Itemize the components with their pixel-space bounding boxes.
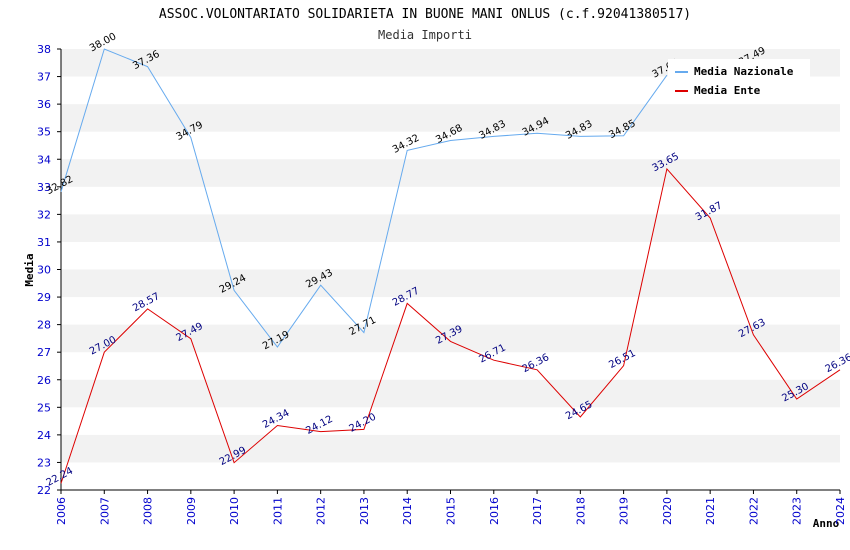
grid-band [61,434,840,463]
x-tick-label: 2011 [271,497,284,525]
y-tick-label: 36 [37,98,51,111]
y-tick-label: 31 [37,236,51,249]
data-label: 32.82 [45,174,75,197]
grid-band [61,269,840,298]
x-tick-label: 2006 [55,497,68,525]
x-axis-label: Anno [813,517,840,530]
grid-band [61,214,840,242]
x-tick-label: 2007 [98,497,111,525]
y-tick-label: 23 [37,456,51,469]
y-tick-label: 24 [37,429,51,442]
y-tick-label: 29 [37,291,51,304]
background-bands [61,49,840,463]
x-tick-label: 2015 [445,497,458,525]
y-tick-label: 28 [37,319,51,332]
y-tick-label: 38 [37,43,51,56]
x-tick-label: 2020 [661,497,674,525]
y-tick-label: 35 [37,126,51,139]
y-tick-label: 22 [37,484,51,497]
y-tick-label: 26 [37,374,51,387]
y-tick-label: 25 [37,401,51,414]
y-tick-label: 34 [37,153,51,166]
x-tick-label: 2016 [488,497,501,525]
data-label: 34.32 [391,133,421,156]
x-tick-label: 2018 [574,497,587,525]
chart-subtitle: Media Importi [378,28,472,42]
chart-title: ASSOC.VOLONTARIATO SOLIDARIETA IN BUONE … [159,7,691,22]
series-line-0 [60,48,668,348]
y-tick-label: 27 [37,346,51,359]
legend-label-ente: Media Ente [694,84,761,97]
x-tick-label: 2009 [185,497,198,525]
data-label: 24.20 [348,412,378,435]
grid-band [61,159,840,187]
y-tick-label: 37 [37,71,51,84]
grid-band [61,104,840,132]
legend-box [668,59,810,101]
x-axis-ticks: 2006 2007 2008 2009 2010 2011 2012 2013 2014 2015… [55,490,847,525]
x-tick-label: 2019 [618,497,631,525]
x-tick-label: 2017 [531,497,544,525]
y-axis-label: Media [23,253,36,286]
y-tick-label: 32 [37,208,51,221]
x-tick-label: 2008 [142,497,155,525]
legend: Media Nazionale Media Ente [668,59,810,101]
series-line-1 [60,167,841,484]
data-label: 26.36 [521,352,551,375]
x-tick-label: 2012 [315,497,328,525]
series-group [60,48,841,484]
y-tick-label: 30 [37,264,51,277]
axes [60,49,840,491]
data-label: 24.34 [261,408,291,431]
x-tick-label: 2014 [401,497,414,525]
x-tick-label: 2021 [704,497,717,525]
x-tick-label: 2023 [791,497,804,525]
y-tick-label: 33 [37,181,51,194]
x-tick-label: 2010 [228,497,241,525]
y-axis-ticks: 22 23 24 25 26 27 28 29 30 31 32 33 34 35 36 37 38 [37,43,61,497]
grid-band [61,379,840,408]
x-tick-label: 2022 [747,497,760,525]
x-tick-label: 2024 [834,497,847,525]
x-tick-label: 2013 [358,497,371,525]
data-label: 24.12 [304,414,334,437]
legend-label-nazionale: Media Nazionale [694,65,794,78]
